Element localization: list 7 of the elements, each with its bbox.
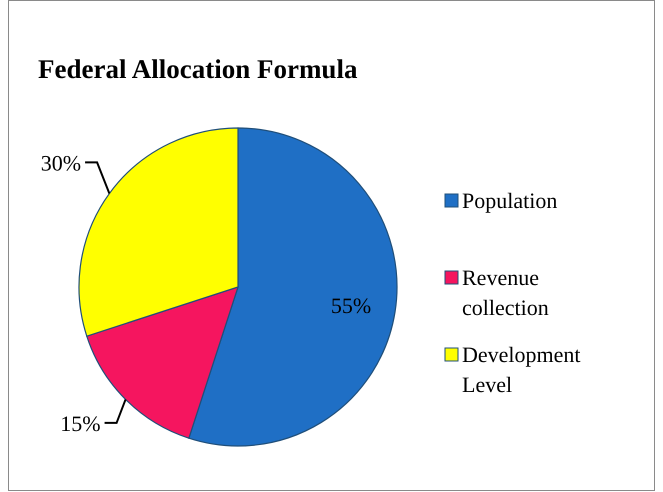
- legend-label: Population: [462, 188, 558, 213]
- chart-title: Federal Allocation Formula: [38, 54, 358, 84]
- legend-label: Revenue collection: [462, 265, 549, 320]
- data-label: 30%: [40, 150, 82, 176]
- data-label: 55%: [330, 292, 372, 318]
- legend-label: Development Level: [462, 342, 581, 397]
- data-label: 15%: [60, 410, 101, 436]
